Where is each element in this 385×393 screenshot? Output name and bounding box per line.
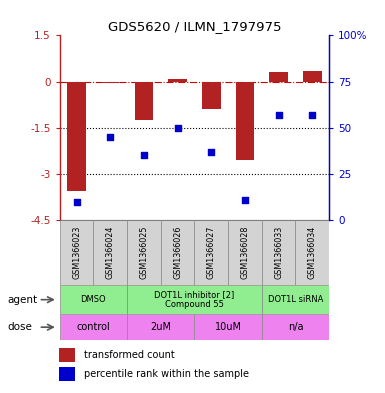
Text: GSM1366023: GSM1366023 — [72, 226, 81, 279]
Bar — [60, 314, 127, 340]
Text: DOT1L siRNA: DOT1L siRNA — [268, 295, 323, 304]
Bar — [59, 348, 75, 362]
Bar — [262, 285, 329, 314]
Text: GSM1366024: GSM1366024 — [106, 226, 115, 279]
Bar — [59, 367, 75, 381]
Bar — [60, 285, 127, 314]
Bar — [127, 285, 262, 314]
Bar — [296, 220, 329, 285]
Point — [276, 112, 282, 118]
Bar — [168, 79, 187, 82]
Text: percentile rank within the sample: percentile rank within the sample — [84, 369, 249, 379]
Bar — [135, 82, 153, 120]
Point — [107, 134, 113, 140]
Text: 10uM: 10uM — [214, 322, 242, 332]
Point — [174, 125, 181, 131]
Bar — [101, 82, 119, 83]
Text: dose: dose — [8, 322, 33, 332]
Point — [208, 149, 214, 155]
Text: GSM1366025: GSM1366025 — [139, 226, 148, 279]
Bar — [262, 314, 329, 340]
Text: GSM1366033: GSM1366033 — [274, 226, 283, 279]
Bar — [202, 82, 221, 109]
Bar — [194, 314, 262, 340]
Point — [309, 112, 315, 118]
Point — [74, 198, 80, 205]
Bar — [303, 71, 321, 82]
Text: 2uM: 2uM — [150, 322, 171, 332]
Bar — [236, 82, 254, 160]
Text: DMSO: DMSO — [80, 295, 106, 304]
Text: DOT1L inhibitor [2]
Compound 55: DOT1L inhibitor [2] Compound 55 — [154, 290, 234, 309]
Text: GSM1366034: GSM1366034 — [308, 226, 317, 279]
Bar — [228, 220, 262, 285]
Bar — [194, 220, 228, 285]
Bar — [60, 220, 93, 285]
Text: n/a: n/a — [288, 322, 303, 332]
Bar — [127, 314, 194, 340]
Bar — [93, 220, 127, 285]
Text: agent: agent — [8, 295, 38, 305]
Bar — [262, 220, 296, 285]
Text: GSM1366028: GSM1366028 — [241, 226, 249, 279]
Bar — [161, 220, 194, 285]
Bar — [67, 82, 86, 191]
Bar — [127, 220, 161, 285]
Text: transformed count: transformed count — [84, 350, 174, 360]
Point — [141, 152, 147, 158]
Title: GDS5620 / ILMN_1797975: GDS5620 / ILMN_1797975 — [108, 20, 281, 33]
Text: control: control — [77, 322, 110, 332]
Point — [242, 196, 248, 203]
Bar — [270, 72, 288, 82]
Text: GSM1366026: GSM1366026 — [173, 226, 182, 279]
Text: GSM1366027: GSM1366027 — [207, 226, 216, 279]
